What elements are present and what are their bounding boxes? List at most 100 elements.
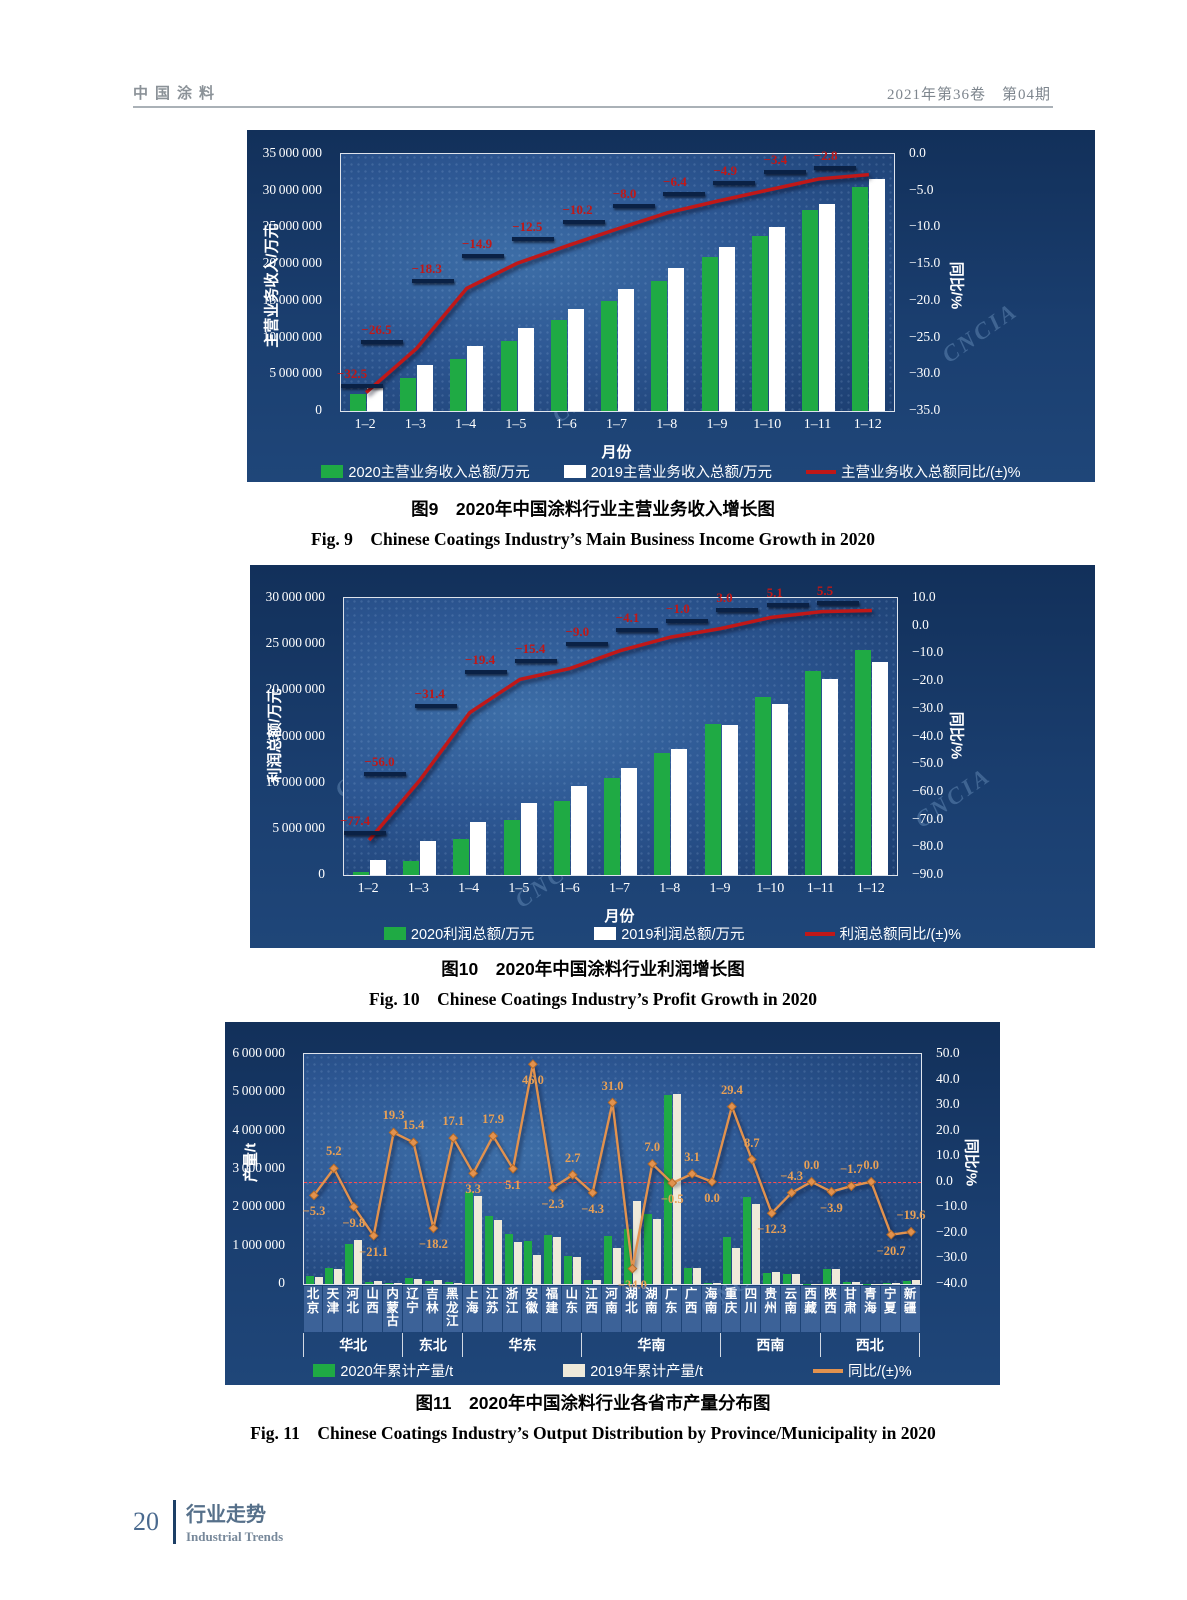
province-label: 河北 [343, 1286, 363, 1332]
bar-2019 [533, 1254, 542, 1284]
legend-line-swatch [804, 931, 835, 936]
bar-2020 [584, 1279, 593, 1284]
line-label-shadow [361, 339, 404, 344]
bar-2019 [768, 226, 785, 411]
province-label: 黑龙江 [442, 1286, 462, 1332]
x-tick-label: 1–3 [404, 417, 426, 432]
line-point-label: −4.1 [615, 610, 640, 626]
province-label: 安徽 [522, 1286, 542, 1332]
bar-2019 [752, 1204, 761, 1284]
bar-2020 [524, 1240, 533, 1284]
bar-2020 [663, 1095, 672, 1284]
bar-2019 [621, 767, 637, 875]
bar-2020 [822, 1269, 831, 1284]
line-point-label: −31.4 [414, 685, 445, 701]
province-label: 陕西 [821, 1286, 840, 1332]
bar-2020 [564, 1255, 573, 1284]
bar-2019 [869, 179, 886, 411]
y-tick-label-right: −25.0 [909, 328, 941, 344]
issue-info: 2021年第36卷 第04期 [886, 87, 1051, 103]
y-tick-label-left: 20 000 000 [262, 255, 322, 271]
bar-2020 [399, 378, 416, 411]
bar-2020 [743, 1196, 752, 1284]
legend-label: 利润总额同比/(±)% [839, 927, 962, 943]
bar-2020 [654, 753, 671, 875]
line-point-label: 8.7 [744, 1135, 760, 1150]
bar-2019 [772, 1272, 781, 1284]
line-point-label: −15.4 [515, 641, 546, 657]
bar-2020 [553, 801, 570, 875]
line-point-label: −26.5 [361, 321, 392, 337]
line-point-label: 7.0 [644, 1139, 661, 1154]
legend-label: 主营业务收入总额同比/(±)% [841, 465, 1021, 481]
legend-bar-swatch [563, 465, 586, 478]
province-label: 青海 [860, 1286, 880, 1332]
bar-2020 [783, 1274, 792, 1284]
footer-section: 行业走势 Industrial Trends [186, 1498, 283, 1545]
bar-2019 [652, 1218, 661, 1284]
line-point-label: −56.0 [364, 753, 395, 769]
bar-2019 [517, 328, 534, 411]
figure11-chart-panel: CNCIA CNCIA CNCIA CNCIA −5.35.2−9.8−21.1… [225, 1022, 1000, 1385]
y-tick-label-left: 5 000 000 [232, 1083, 285, 1099]
y-tick-label-right: 0.0 [909, 145, 926, 160]
x-tick-label: 1–5 [505, 417, 527, 432]
legend-item: 2020年累计产量/t [313, 1360, 453, 1381]
bar-2020 [601, 300, 617, 411]
bar-2019 [891, 1282, 900, 1284]
bar-2020 [484, 1215, 493, 1284]
figure11-right-axis: 50.0 40.0 30.0 20.0 10.0 0.0 −10.0 −20.0 −30.0 −4… [928, 1045, 998, 1290]
zero-growth-dashed-line [304, 1181, 921, 1183]
line-point-label: −77.4 [340, 813, 371, 829]
figure10-chart-panel: CNCIA CNCIA CNCIA CNCIA −77.4−56.0−31.4−… [250, 565, 1095, 948]
province-label: 内蒙古 [383, 1286, 403, 1332]
bar-2019 [819, 203, 836, 411]
line-point-label: −19.6 [896, 1207, 926, 1222]
line-point-label: −9.0 [565, 623, 590, 639]
line-label-shadow [515, 659, 558, 664]
region-label: 华南 [582, 1333, 722, 1357]
bar-2020 [751, 236, 768, 411]
legend-label: 2020主营业务收入总额/万元 [348, 465, 530, 481]
x-tick-label: 1–2 [357, 881, 379, 896]
bar-2019 [732, 1248, 741, 1284]
figure11-plot-area: −5.3 5.2 −9.8 −21.1 19.3 15.4 −18.2 17.1 3.3 17.9… [303, 1053, 926, 1292]
line-point-label: −32.5 [337, 365, 368, 381]
figure10-x-axis-title: 月份 [604, 908, 635, 925]
x-tick-label: 1–11 [806, 881, 835, 896]
line-point-label: 17.1 [442, 1114, 465, 1129]
legend-label: 2020年累计产量/t [340, 1364, 454, 1380]
bar-2020 [604, 1236, 612, 1284]
bar-2020 [402, 860, 419, 875]
line-label-shadow [813, 165, 856, 170]
figure11-caption: 图11 2020年中国涂料行业各省市产量分布图 Fig. 11 Chinese … [98, 1390, 1088, 1445]
line-point-label: 3.3 [465, 1182, 481, 1197]
bar-2019 [416, 364, 433, 411]
bar-2019 [872, 661, 889, 875]
bar-2020 [500, 340, 517, 411]
legend-item: 主营业务收入总额同比/(±)% [806, 461, 1021, 482]
legend-item: 利润总额同比/(±)% [804, 923, 962, 944]
bar-2020 [450, 358, 467, 411]
page-number: 20 [133, 1506, 159, 1536]
line-point-label: −5.3 [302, 1204, 326, 1219]
figure11-province-axis: 北京天津河北山西内蒙古辽宁吉林黑龙江上海江苏浙江安徽福建山东江西河南湖北湖南广东… [303, 1286, 920, 1332]
figure10-left-axis: 0 5 000 000 10 000 000 15 000 000 20 000 000… [250, 589, 333, 881]
line-label-shadow [562, 219, 605, 224]
province-label: 甘肃 [840, 1286, 860, 1332]
figure9-caption-cn: 图9 2020年中国涂料行业主营业务收入增长图 [411, 499, 775, 519]
province-label: 新疆 [900, 1286, 920, 1332]
figure11-caption-cn: 图11 2020年中国涂料行业各省市产量分布图 [415, 1393, 771, 1413]
bar-2020 [651, 281, 668, 411]
legend-item: 2019主营业务收入总额/万元 [563, 461, 772, 482]
bar-2020 [623, 1229, 632, 1284]
line-point-label: −20.7 [876, 1243, 906, 1258]
x-tick-label: 1–10 [753, 417, 782, 432]
y-tick-label-right: 50.0 [936, 1045, 960, 1060]
y-tick-label-left: 10 000 000 [265, 773, 325, 789]
figure9-x-axis-title: 月份 [601, 444, 632, 461]
figure9-left-axis: 0 5 000 000 10 000 000 15 000 000 20 000 000… [247, 145, 330, 417]
y-tick-label-right: 30.0 [936, 1096, 960, 1112]
y-tick-label-left: 15 000 000 [262, 291, 322, 307]
bar-2020 [701, 256, 718, 411]
